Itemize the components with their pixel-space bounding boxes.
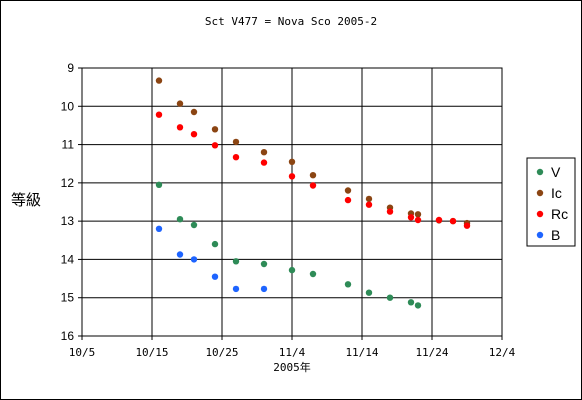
data-point-ic	[211, 126, 219, 133]
data-point-ic	[344, 187, 352, 194]
data-point-v	[190, 221, 198, 229]
legend-marker	[536, 231, 544, 239]
data-point-ic	[190, 108, 198, 116]
x-tick-label: 10/25	[205, 346, 238, 359]
x-tick-label: 11/24	[415, 346, 448, 359]
x-axis-label: 2005年	[273, 360, 311, 374]
x-tick-label: 11/14	[345, 346, 378, 359]
data-point-ic	[414, 211, 422, 218]
y-tick-label: 12	[61, 176, 75, 190]
legend-item-b: B	[536, 227, 560, 243]
legend-item-v: V	[536, 164, 561, 180]
y-tick-label: 13	[61, 214, 75, 228]
data-point-ic	[232, 138, 240, 146]
data-point-rc	[449, 217, 457, 225]
data-point-v	[211, 240, 219, 248]
data-point-v	[407, 299, 415, 306]
legend-label: Rc	[551, 206, 568, 222]
y-axis-label: 等級	[11, 191, 41, 209]
data-point-rc	[344, 196, 352, 204]
data-point-rc	[176, 124, 184, 131]
data-point-rc	[386, 208, 394, 215]
y-tick-label: 11	[62, 138, 75, 152]
data-point-ic	[176, 100, 184, 107]
series-b	[155, 225, 268, 293]
data-point-ic	[288, 158, 296, 165]
data-point-v	[260, 260, 268, 268]
data-point-b	[190, 256, 198, 263]
data-point-v	[176, 216, 184, 223]
y-tick-label: 16	[61, 329, 75, 343]
data-point-v	[386, 294, 394, 301]
data-point-ic	[155, 77, 163, 84]
legend-box	[526, 157, 576, 247]
legend-item-rc: Rc	[536, 206, 568, 222]
data-point-ic	[309, 172, 317, 179]
data-point-b	[232, 285, 240, 293]
data-point-rc	[155, 111, 163, 118]
legend: V Ic Rc B	[536, 164, 568, 243]
data-point-rc	[365, 201, 373, 208]
data-point-b	[155, 225, 163, 232]
data-point-rc	[407, 214, 415, 221]
data-point-b	[176, 251, 184, 258]
legend-item-ic: Ic	[536, 185, 562, 201]
legend-marker	[536, 168, 544, 176]
data-point-rc	[309, 182, 317, 189]
data-point-rc	[211, 142, 219, 149]
data-point-v	[309, 270, 317, 278]
series-v	[155, 181, 422, 309]
data-point-ic	[260, 149, 268, 156]
chart-title: Sct V477 = Nova Sco 2005-2	[205, 15, 377, 28]
series-ic	[155, 77, 471, 227]
data-point-rc	[414, 216, 422, 224]
series-rc	[155, 111, 471, 229]
y-tick-label: 14	[61, 252, 75, 266]
x-tick-label: 10/5	[69, 346, 96, 359]
legend-marker	[536, 189, 544, 197]
data-point-v	[155, 181, 163, 188]
y-tick-label: 10	[61, 99, 75, 113]
x-tick-label: 12/4	[489, 346, 516, 359]
data-point-rc	[232, 154, 240, 161]
data-point-rc	[435, 216, 443, 224]
data-point-v	[414, 302, 422, 309]
legend-label: B	[551, 227, 560, 243]
data-point-rc	[260, 159, 268, 166]
x-axis-ticks: 10/5 10/15 10/25 11/4 11/14 11/24 12/4	[69, 336, 516, 359]
data-point-v	[344, 281, 352, 288]
y-tick-label: 9	[67, 61, 74, 75]
data-point-rc	[288, 173, 296, 180]
data-point-b	[260, 285, 268, 293]
data-point-rc	[190, 131, 198, 138]
legend-marker	[536, 210, 544, 218]
data-point-rc	[463, 222, 471, 229]
gridlines	[82, 68, 502, 336]
data-point-v	[232, 258, 240, 265]
data-point-ic	[365, 195, 373, 203]
data-point-v	[288, 266, 296, 274]
y-axis-ticks: 9 10 11 12 13 14 15 16	[61, 61, 82, 343]
legend-label: V	[551, 164, 561, 180]
x-tick-label: 10/15	[135, 346, 168, 359]
data-point-v	[365, 289, 373, 296]
data-points	[155, 77, 471, 309]
data-point-b	[211, 273, 219, 280]
y-tick-label: 15	[61, 291, 75, 305]
x-tick-label: 11/4	[279, 346, 306, 359]
legend-label: Ic	[551, 185, 562, 201]
